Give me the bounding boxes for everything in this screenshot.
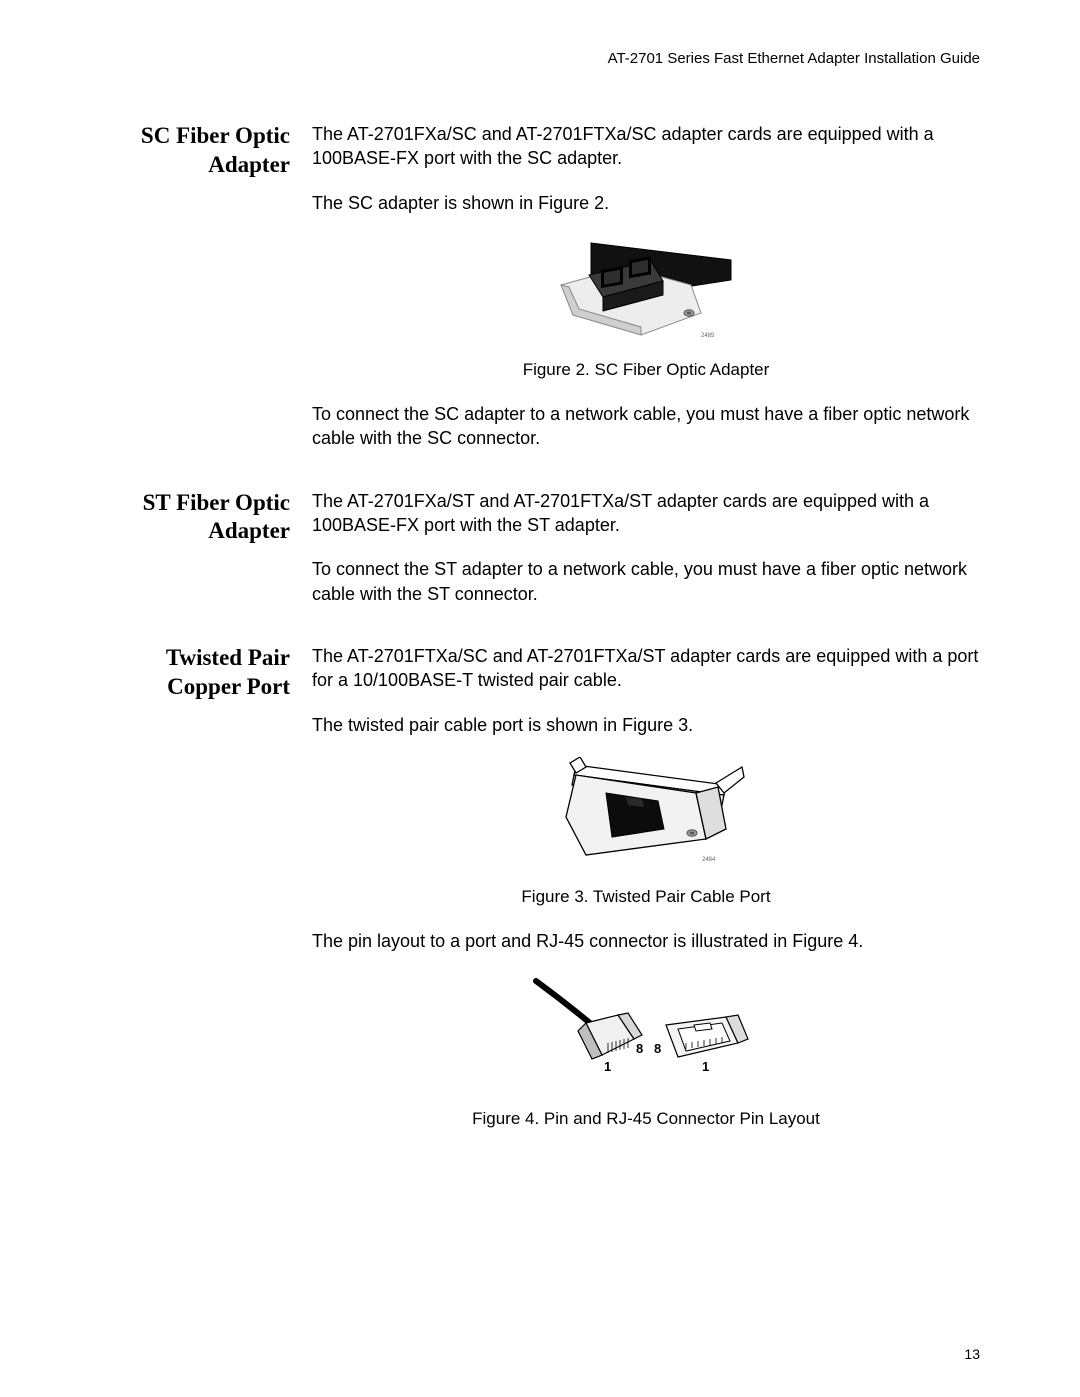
- body-sc: The AT-2701FXa/SC and AT-2701FTXa/SC ada…: [312, 122, 980, 471]
- section-sc: SC Fiber Optic Adapter The AT-2701FXa/SC…: [100, 122, 980, 471]
- figure4-svg: 8 1: [526, 973, 766, 1093]
- section-st: ST Fiber Optic Adapter The AT-2701FXa/ST…: [100, 489, 980, 626]
- figure2-number: 2485: [701, 333, 715, 339]
- figure3-svg: 2484: [546, 757, 746, 872]
- tp-para1: The AT-2701FTXa/SC and AT-2701FTXa/ST ad…: [312, 644, 980, 693]
- pin-label-1-left: 1: [604, 1059, 611, 1074]
- heading-tp-line1: Twisted Pair: [166, 645, 290, 670]
- heading-st: ST Fiber Optic Adapter: [100, 489, 312, 547]
- figure2-svg: 2485: [551, 235, 741, 345]
- page-number: 13: [964, 1346, 980, 1362]
- figure2-caption: Figure 2. SC Fiber Optic Adapter: [312, 359, 980, 382]
- pin-label-8-right: 8: [654, 1041, 661, 1056]
- heading-sc-line1: SC Fiber Optic: [141, 123, 290, 148]
- page-header: AT-2701 Series Fast Ethernet Adapter Ins…: [100, 50, 980, 67]
- sc-para2: The SC adapter is shown in Figure 2.: [312, 191, 980, 215]
- st-para2: To connect the ST adapter to a network c…: [312, 557, 980, 606]
- body-st: The AT-2701FXa/ST and AT-2701FTXa/ST ada…: [312, 489, 980, 626]
- heading-st-line2: Adapter: [208, 518, 290, 543]
- figure2-wrap: 2485 Figure 2. SC Fiber Optic Adapter: [312, 235, 980, 382]
- heading-tp-line2: Copper Port: [167, 674, 290, 699]
- figure3-caption: Figure 3. Twisted Pair Cable Port: [312, 886, 980, 909]
- page: AT-2701 Series Fast Ethernet Adapter Ins…: [0, 0, 1080, 1397]
- sc-para1: The AT-2701FXa/SC and AT-2701FTXa/SC ada…: [312, 122, 980, 171]
- figure3-wrap: 2484 Figure 3. Twisted Pair Cable Port: [312, 757, 980, 909]
- heading-tp: Twisted Pair Copper Port: [100, 644, 312, 702]
- section-tp: Twisted Pair Copper Port The AT-2701FTXa…: [100, 644, 980, 1151]
- figure4-wrap: 8 1: [312, 973, 980, 1130]
- st-para1: The AT-2701FXa/ST and AT-2701FTXa/ST ada…: [312, 489, 980, 538]
- body-tp: The AT-2701FTXa/SC and AT-2701FTXa/ST ad…: [312, 644, 980, 1151]
- heading-st-line1: ST Fiber Optic: [143, 490, 290, 515]
- heading-sc: SC Fiber Optic Adapter: [100, 122, 312, 180]
- figure3-number: 2484: [702, 857, 716, 863]
- tp-para2: The twisted pair cable port is shown in …: [312, 713, 980, 737]
- figure4-caption: Figure 4. Pin and RJ-45 Connector Pin La…: [312, 1108, 980, 1131]
- pin-label-1-right: 1: [702, 1059, 709, 1074]
- heading-sc-line2: Adapter: [208, 152, 290, 177]
- pin-label-8-left: 8: [636, 1041, 643, 1056]
- tp-para3: The pin layout to a port and RJ-45 conne…: [312, 929, 980, 953]
- sc-para3: To connect the SC adapter to a network c…: [312, 402, 980, 451]
